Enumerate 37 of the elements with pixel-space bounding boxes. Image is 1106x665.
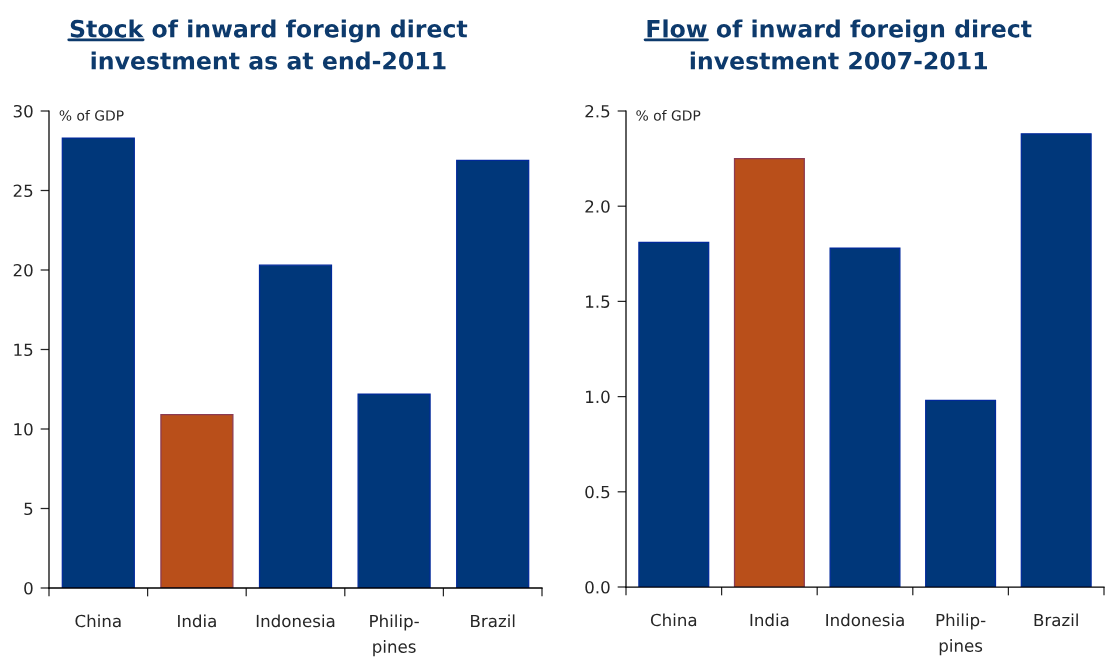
- chart-title: Stock of inward foreign direct investment as at end-2011: [70, 19, 468, 70]
- bar: [733, 157, 805, 587]
- bar: [638, 241, 710, 587]
- y-tick-label: 2.5: [585, 104, 610, 118]
- y-tick-label: 20: [13, 263, 33, 277]
- y-tick-label: 0.0: [585, 580, 610, 594]
- y-axis-title: % of GDP: [59, 110, 124, 121]
- x-tick-label: India: [178, 614, 216, 628]
- bar: [456, 159, 530, 588]
- y-tick-label: 30: [13, 104, 33, 118]
- x-tick-label: India: [750, 613, 789, 627]
- y-tick-label: 25: [13, 184, 33, 198]
- x-tick-label: Indonesia: [826, 613, 904, 627]
- x-tick-label: Brazil: [471, 614, 515, 628]
- y-tick-label: 10: [14, 422, 33, 436]
- y-axis-title: % of GDP: [636, 109, 701, 121]
- y-tick-label: 15: [14, 343, 33, 357]
- bar: [357, 393, 431, 588]
- chart-title: Flow of inward foreign direct investment 2007-2011: [647, 19, 1032, 70]
- x-tick-label: China: [650, 613, 697, 627]
- y-tick-label: 0.5: [585, 485, 610, 499]
- x-tick-label: Indonesia: [256, 614, 335, 628]
- y-tick-label: 5: [24, 502, 33, 516]
- y-tick-label: 1.5: [586, 295, 610, 308]
- x-tick-label: Brazil: [1034, 613, 1078, 627]
- bar: [61, 137, 135, 588]
- bar: [829, 247, 901, 587]
- x-tick-label: Philip- pines: [370, 614, 419, 657]
- bar: [925, 399, 997, 587]
- bar: [1020, 133, 1092, 587]
- bar: [160, 414, 234, 588]
- y-tick-label: 0: [24, 581, 33, 595]
- y-tick-label: 2.0: [585, 200, 610, 213]
- bar: [258, 264, 333, 588]
- x-tick-label: Philip- pines: [936, 613, 986, 656]
- x-tick-label: China: [75, 614, 121, 628]
- y-tick-label: 1.0: [586, 390, 610, 404]
